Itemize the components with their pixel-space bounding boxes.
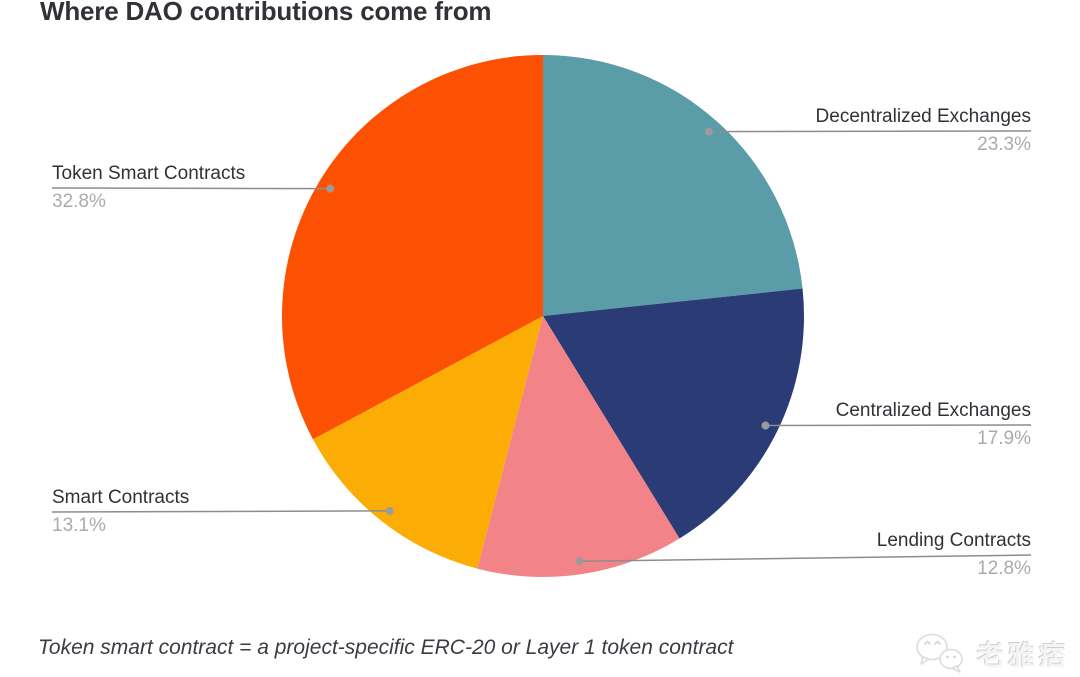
callout-decentralized-exchanges: Decentralized Exchanges 23.3% bbox=[711, 106, 1031, 156]
slice-label-text: Lending Contracts bbox=[876, 530, 1031, 551]
wechat-logo-icon bbox=[916, 633, 963, 673]
chart-title: Where DAO contributions come from bbox=[40, 0, 492, 26]
leader-line bbox=[51, 510, 390, 513]
slice-percent-text: 12.8% bbox=[977, 558, 1031, 579]
slice-percent-text: 32.8% bbox=[52, 191, 106, 212]
leader-dot bbox=[385, 506, 394, 515]
leader-line bbox=[51, 187, 331, 190]
callout-lending-contracts: Lending Contracts 12.8% bbox=[711, 530, 1031, 580]
slice-label-text: Decentralized Exchanges bbox=[815, 106, 1031, 127]
slice-percent-text: 23.3% bbox=[977, 134, 1031, 155]
slice-label-text: Centralized Exchanges bbox=[835, 400, 1031, 421]
slice-percent-text: 17.9% bbox=[977, 428, 1031, 449]
slice-percent-text: 13.1% bbox=[52, 515, 106, 536]
leader-dot bbox=[575, 557, 584, 566]
leader-line bbox=[579, 554, 1032, 563]
slice-label-text: Smart Contracts bbox=[52, 487, 190, 508]
leader-line bbox=[765, 424, 1032, 427]
watermark: 老雅痞 bbox=[911, 631, 1070, 675]
callout-centralized-exchanges: Centralized Exchanges 17.9% bbox=[711, 400, 1031, 450]
callout-smart-contracts: Smart Contracts 13.1% bbox=[52, 487, 372, 537]
pie-slice-decentralized-exchanges bbox=[543, 55, 803, 316]
pie-slice-smart-contracts bbox=[312, 316, 543, 569]
leader-dot bbox=[761, 421, 770, 430]
leader-dot bbox=[704, 127, 713, 136]
watermark-text: 老雅痞 bbox=[977, 640, 1070, 671]
slice-label-text: Token Smart Contracts bbox=[52, 163, 246, 184]
pie-slice-lending-contracts bbox=[477, 316, 680, 577]
pie-slice-token-smart-contracts bbox=[281, 55, 543, 440]
callout-token-smart-contracts: Token Smart Contracts 32.8% bbox=[52, 163, 372, 213]
footnote: Token smart contract = a project-specifi… bbox=[38, 636, 734, 659]
leader-line bbox=[708, 130, 1032, 133]
pie-slice-centralized-exchanges bbox=[543, 288, 804, 539]
leader-dot bbox=[326, 184, 335, 193]
